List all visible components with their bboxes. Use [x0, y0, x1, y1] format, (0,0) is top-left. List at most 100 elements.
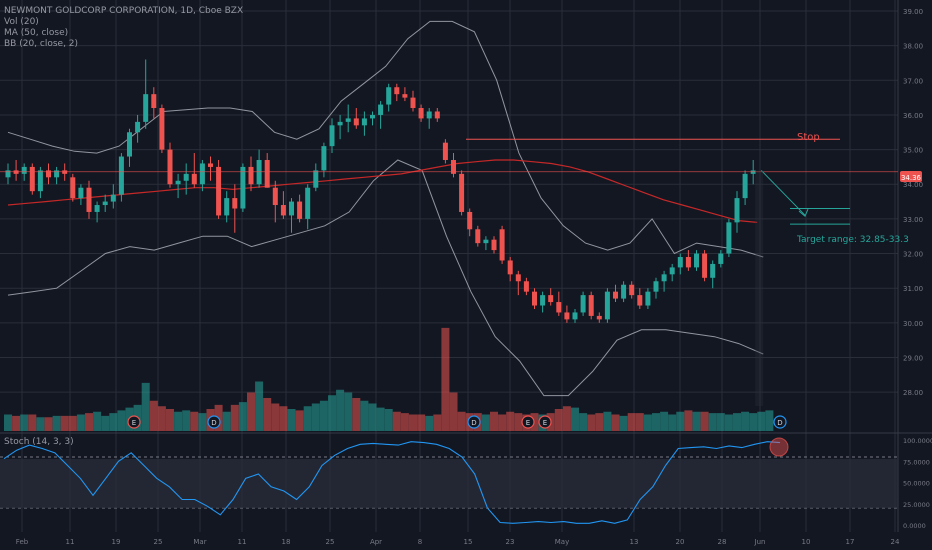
volume-bar: [579, 413, 588, 431]
volume-bar: [44, 417, 53, 431]
event-marker-circle: [127, 415, 141, 429]
volume-bar: [360, 400, 369, 431]
volume-bar: [174, 411, 183, 431]
candles[interactable]: [5, 59, 756, 323]
volume-indicator-label[interactable]: Vol (20): [4, 17, 39, 27]
volume-bar: [12, 415, 21, 431]
projection-arrow: [760, 170, 806, 216]
volume-bar: [765, 410, 774, 431]
candle-body: [305, 187, 311, 219]
bb-indicator-label[interactable]: BB (20, close, 2): [4, 39, 79, 49]
candle-body: [78, 187, 84, 199]
grid: [0, 0, 932, 532]
volume-bar: [716, 413, 725, 431]
volume-bar: [595, 413, 604, 431]
symbol-title[interactable]: NEWMONT GOLDCORP CORPORATION, 1D, Cboe B…: [4, 6, 244, 16]
volume-bar: [247, 392, 255, 431]
candle-body: [645, 291, 651, 306]
candle-body: [499, 229, 505, 261]
volume-bar: [328, 395, 336, 431]
candle-body: [613, 291, 618, 299]
stoch-indicator-label[interactable]: Stoch (14, 3, 3): [4, 437, 74, 447]
candle-body: [70, 177, 76, 199]
volume-bar: [652, 413, 660, 431]
volume-bar: [319, 400, 328, 431]
candle-body: [37, 170, 43, 192]
candle-body: [280, 205, 286, 216]
price-tick-label: 30.00: [903, 320, 923, 328]
volume-bar: [303, 406, 312, 431]
volume-bar: [562, 406, 571, 431]
volume-bar: [741, 411, 750, 431]
candle-body: [515, 274, 521, 282]
volume-bar: [619, 415, 628, 431]
candle-body: [159, 108, 165, 150]
bb-upper-line: [7, 20, 764, 258]
candle-body: [426, 111, 432, 119]
volume-bar: [336, 389, 345, 431]
candle-body: [199, 163, 205, 185]
axis-ticks: 28.00 29.00 30.00 31.00 32.00 33.00 34.00 35.00…: [16, 8, 932, 546]
volume-bar: [449, 392, 458, 431]
event-marker-circle: [538, 415, 552, 429]
candle-body: [224, 198, 230, 216]
volume-bar: [52, 415, 61, 431]
candle-body: [637, 295, 643, 306]
candle-body: [175, 180, 181, 185]
candle-body: [418, 108, 424, 119]
volume-bar: [255, 381, 264, 431]
event-marker-text: E: [543, 419, 547, 427]
volume-bar: [635, 413, 644, 431]
stop-label: Stop: [797, 132, 820, 143]
volume-bar: [344, 392, 353, 431]
volume-bar: [352, 398, 361, 431]
candle-body: [370, 114, 375, 119]
stochastic-line: [3, 441, 781, 524]
candle-body: [402, 94, 408, 98]
price-tick-label: 39.00: [903, 8, 923, 16]
volume-bar: [643, 414, 652, 431]
candle-body: [272, 187, 278, 206]
volume-bar: [230, 404, 239, 431]
stoch-tick-label: 50.0000: [903, 480, 930, 488]
volume-bar: [700, 411, 709, 431]
volume-bar: [498, 414, 507, 431]
time-tick-label: Mar: [193, 538, 206, 546]
event-marker-circle: [773, 415, 787, 429]
volume-bar: [481, 414, 490, 431]
candle-body: [434, 111, 440, 119]
volume-bar: [571, 407, 579, 431]
volume-bar: [76, 414, 85, 431]
price-tick-label: 34.00: [903, 181, 923, 189]
volume-bar: [101, 415, 110, 431]
volume-bar: [490, 411, 498, 431]
candle-body: [240, 166, 246, 209]
candle-body: [572, 312, 578, 320]
volume-bar: [4, 414, 12, 431]
volume-bar: [603, 411, 612, 431]
stoch-tick-label: 100.0000: [903, 437, 932, 445]
time-tick-label: 25: [326, 538, 335, 546]
price-tick-label: 28.00: [903, 389, 923, 397]
price-tick-label: 32.00: [903, 251, 923, 259]
volume-bar: [157, 406, 166, 431]
time-tick-label: 25: [154, 538, 163, 546]
candle-body: [604, 291, 610, 320]
moving-average: [7, 159, 758, 223]
time-tick-label: Apr: [370, 538, 382, 546]
candle-body: [532, 291, 537, 306]
target-range-label: Target range: 32.85-33.3: [796, 235, 909, 245]
volume-bar: [198, 413, 207, 431]
candle-body: [556, 302, 562, 313]
candle-body: [361, 118, 367, 126]
volume-bar: [109, 413, 118, 431]
volume-bar: [93, 411, 102, 431]
candle-body: [734, 198, 740, 223]
ma-indicator-label[interactable]: MA (50, close): [4, 28, 69, 38]
candle-body: [491, 239, 497, 251]
price-tick-label: 29.00: [903, 354, 923, 362]
candle-body: [621, 284, 627, 299]
